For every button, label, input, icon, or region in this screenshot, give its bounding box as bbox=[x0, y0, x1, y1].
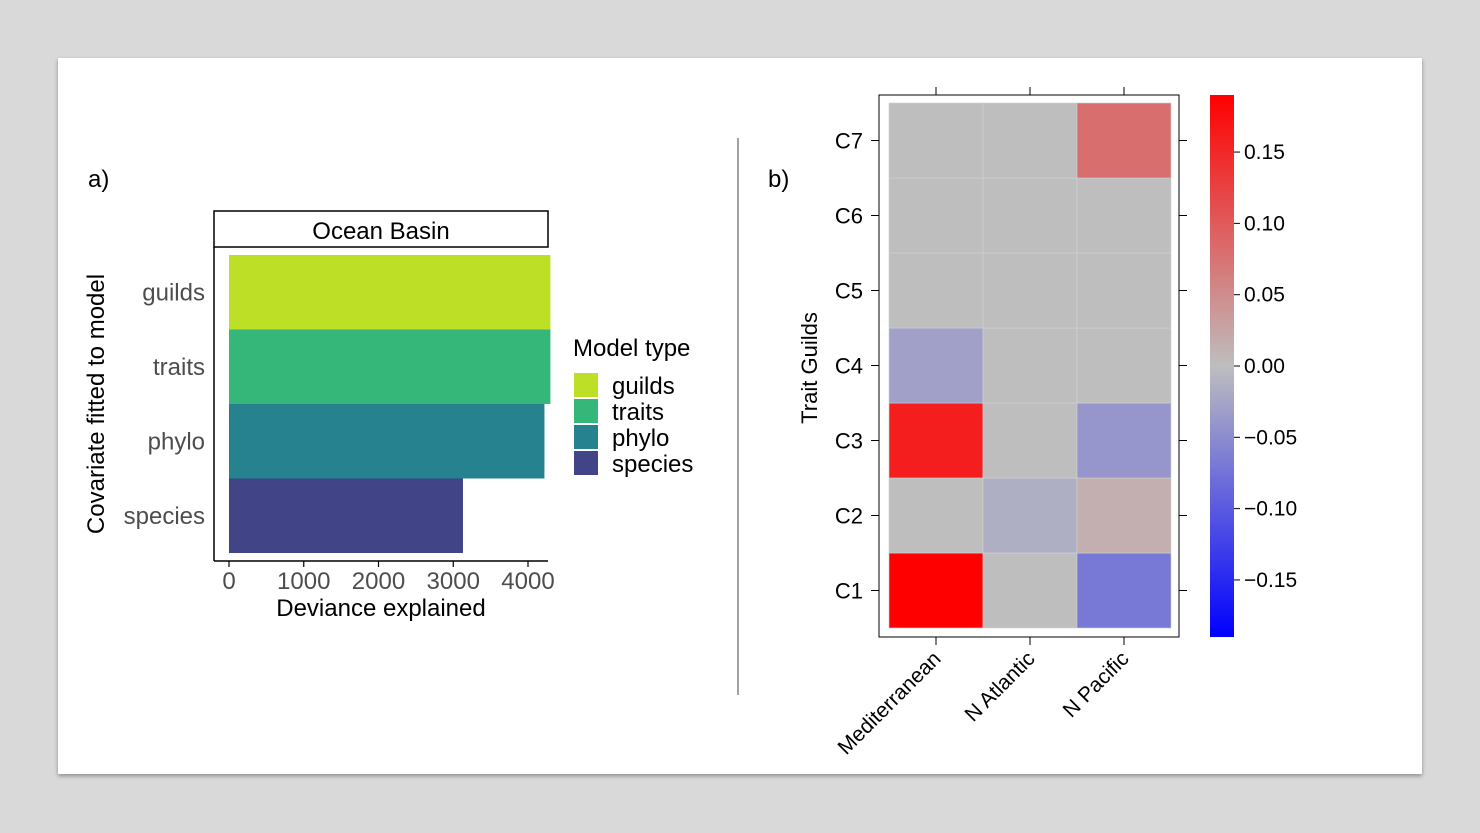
bar-x-tick-label: 1000 bbox=[277, 568, 330, 595]
heatmap-x-tick-label: N Atlantic bbox=[961, 647, 1040, 726]
legend-label-phylo: phylo bbox=[612, 425, 669, 452]
heatmap-cell-C6-1 bbox=[982, 177, 1078, 254]
facet-title: Ocean Basin bbox=[312, 218, 449, 245]
heatmap-cell-C4-2 bbox=[1076, 327, 1172, 404]
panel-label-b: b) bbox=[768, 166, 789, 193]
bar-x-tick-label: 2000 bbox=[352, 568, 405, 595]
legend-label-traits: traits bbox=[612, 399, 664, 426]
colorbar-tick-label: 0.00 bbox=[1244, 355, 1285, 378]
figure: a) b) Ocean Basin guildstraitsphylospeci… bbox=[83, 87, 1297, 759]
heatmap-x-tick-label: N Pacific bbox=[1059, 647, 1134, 722]
heatmap-cell-C1-1 bbox=[982, 552, 1078, 629]
panel-label-a: a) bbox=[88, 166, 109, 193]
heatmap-y-tick-label: C2 bbox=[835, 504, 863, 529]
heatmap-cells bbox=[888, 102, 1172, 629]
bar-guilds bbox=[229, 255, 551, 330]
heatmap-cell-C2-1 bbox=[982, 477, 1078, 554]
bar-phylo bbox=[229, 404, 545, 479]
heatmap-cell-C7-0 bbox=[888, 102, 984, 179]
bar-category-labels: guilds traits phylo species bbox=[124, 279, 205, 530]
legend-label-species: species bbox=[612, 451, 693, 478]
heatmap-y-tick-label: C4 bbox=[835, 354, 863, 379]
colorbar-tick-label: 0.05 bbox=[1244, 284, 1285, 307]
heatmap-cell-C5-2 bbox=[1076, 252, 1172, 329]
heatmap-cell-C1-2 bbox=[1076, 552, 1172, 629]
bar-species bbox=[229, 478, 463, 553]
bar-x-tick-label: 0 bbox=[222, 568, 235, 595]
heatmap-cell-C5-0 bbox=[888, 252, 984, 329]
legend-swatch-species bbox=[574, 451, 598, 475]
heatmap-chart: C1 C2 C3 C4 C5 C6 C7 Mediterranean N Atlantic N … bbox=[797, 87, 1297, 759]
bar-x-tick-label: 3000 bbox=[427, 568, 480, 595]
colorbar-tick-label: −0.15 bbox=[1244, 569, 1297, 592]
heatmap-y-ticks: C1 C2 C3 C4 C5 C6 C7 bbox=[835, 129, 1187, 604]
bars bbox=[229, 255, 551, 553]
heatmap-x-tick-label: Mediterranean bbox=[834, 647, 946, 759]
heatmap-cell-C4-0 bbox=[888, 327, 984, 404]
bar-category-label: phylo bbox=[148, 428, 205, 455]
bar-traits bbox=[229, 329, 551, 404]
bar-x-ticks: 0 1000 2000 3000 4000 bbox=[222, 561, 555, 595]
heatmap-y-tick-label: C3 bbox=[835, 429, 863, 454]
legend-title: Model type bbox=[573, 335, 690, 362]
bar-category-label: traits bbox=[153, 354, 205, 381]
heatmap-cell-C6-0 bbox=[888, 177, 984, 254]
bar-category-label: guilds bbox=[142, 279, 205, 306]
legend-swatch-guilds bbox=[574, 373, 598, 397]
heatmap-cell-C3-2 bbox=[1076, 402, 1172, 479]
heatmap-y-tick-label: C7 bbox=[835, 129, 863, 154]
facet-strip bbox=[213, 210, 549, 248]
bar-x-axis-title: Deviance explained bbox=[276, 595, 485, 622]
legend-swatch-traits bbox=[574, 399, 598, 423]
colorbar-tick-label: −0.05 bbox=[1244, 426, 1297, 449]
heatmap-cell-C3-0 bbox=[888, 402, 984, 479]
heatmap-y-axis-title: Trait Guilds bbox=[797, 312, 822, 424]
heatmap-cell-C3-1 bbox=[982, 402, 1078, 479]
heatmap-y-tick-label: C6 bbox=[835, 204, 863, 229]
heatmap-cell-C5-1 bbox=[982, 252, 1078, 329]
heatmap-y-tick-label: C5 bbox=[835, 279, 863, 304]
heatmap-y-tick-label: C1 bbox=[835, 579, 863, 604]
colorbar bbox=[1210, 95, 1234, 637]
heatmap-cell-C7-1 bbox=[982, 102, 1078, 179]
heatmap-cell-C4-1 bbox=[982, 327, 1078, 404]
heatmap-cell-C1-0 bbox=[888, 552, 984, 629]
bar-x-tick-label: 4000 bbox=[501, 568, 554, 595]
colorbar-tick-label: −0.10 bbox=[1244, 498, 1297, 521]
legend-swatch-phylo bbox=[574, 425, 598, 449]
bar-category-label: species bbox=[124, 503, 205, 530]
colorbar-tick-label: 0.10 bbox=[1244, 212, 1285, 235]
heatmap-cell-C7-2 bbox=[1076, 102, 1172, 179]
legend-label-guilds: guilds bbox=[612, 373, 675, 400]
heatmap-cell-C6-2 bbox=[1076, 177, 1172, 254]
slide: a) b) Ocean Basin guilds traits phylo speci… bbox=[58, 58, 1422, 774]
heatmap-cell-C2-2 bbox=[1076, 477, 1172, 554]
heatmap-cell-C2-0 bbox=[888, 477, 984, 554]
colorbar-tick-label: 0.15 bbox=[1244, 141, 1285, 164]
colorbar-ticks: 0.15 0.10 0.05 0.00 −0.05 −0.10 −0.15 bbox=[1234, 141, 1297, 592]
bar-y-axis-title: Covariate fitted to model bbox=[83, 274, 110, 534]
